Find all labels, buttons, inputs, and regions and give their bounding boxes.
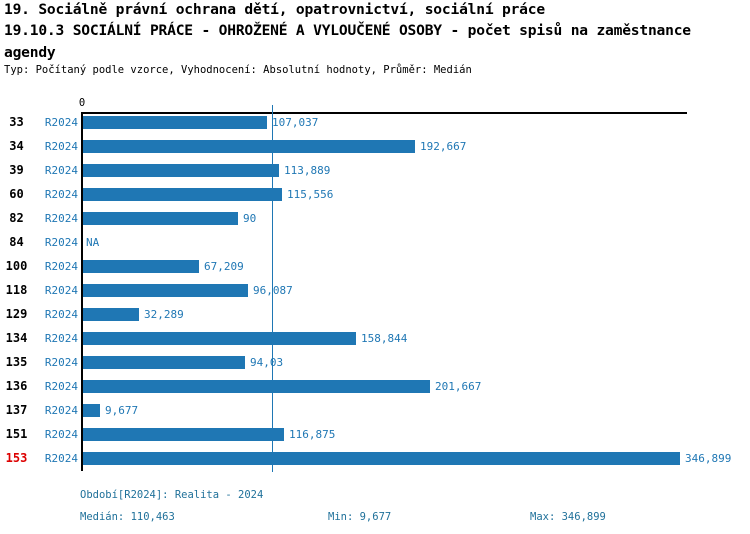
- y-axis-line: [81, 112, 83, 471]
- chart-row: 118 R2024 96,087: [0, 281, 750, 305]
- chart-row: 151 R2024 116,875: [0, 425, 750, 449]
- row-period-label: R2024: [44, 428, 78, 441]
- chart-row: 135 R2024 94,03: [0, 353, 750, 377]
- row-period-label: R2024: [44, 164, 78, 177]
- bar-value-label: 107,037: [272, 116, 319, 129]
- bar-value-label: 94,03: [250, 356, 284, 369]
- bar: [83, 260, 199, 273]
- row-category-label: 33: [9, 115, 24, 129]
- chart-row: 134 R2024 158,844: [0, 329, 750, 353]
- row-period-label: R2024: [44, 380, 78, 393]
- row-period-label: R2024: [44, 452, 78, 465]
- row-category-label: 151: [5, 427, 28, 441]
- row-period-label: R2024: [44, 236, 78, 249]
- bar: [83, 380, 430, 393]
- row-category-label: 34: [9, 139, 24, 153]
- bar: [83, 284, 248, 297]
- bar: [83, 308, 139, 321]
- bar-value-label: 9,677: [105, 404, 139, 417]
- row-period-label: R2024: [44, 332, 78, 345]
- chart-row: 84 R2024 NA: [0, 233, 750, 257]
- bar-value-label: 192,667: [420, 140, 467, 153]
- bar-value-label: 113,889: [284, 164, 331, 177]
- chart-row: 33 R2024 107,037: [0, 113, 750, 137]
- report-title-line1: 19. Sociálně právní ochrana dětí, opatro…: [4, 1, 545, 18]
- row-period-label: R2024: [44, 404, 78, 417]
- row-category-label: 39: [9, 163, 24, 177]
- footer-min-stat: Min: 9,677: [328, 511, 392, 523]
- row-period-label: R2024: [44, 116, 78, 129]
- chart-row: 34 R2024 192,667: [0, 137, 750, 161]
- bar-value-label: NA: [86, 236, 100, 249]
- bar-value-label: 67,209: [204, 260, 244, 273]
- x-axis-line: [81, 112, 687, 114]
- footer-max-stat: Max: 346,899: [530, 511, 606, 523]
- bar: [83, 332, 356, 345]
- bar: [83, 116, 267, 129]
- row-category-label: 118: [5, 283, 28, 297]
- bar: [83, 404, 100, 417]
- row-category-label: 82: [9, 211, 24, 225]
- bar-value-label: 346,899: [685, 452, 732, 465]
- bar-value-label: 32,289: [144, 308, 184, 321]
- row-category-label: 153: [5, 451, 28, 465]
- bar: [83, 140, 415, 153]
- median-line: [272, 105, 273, 472]
- chart-row: 129 R2024 32,289: [0, 305, 750, 329]
- footer-median-stat: Medián: 110,463: [80, 511, 175, 523]
- chart-row: 100 R2024 67,209: [0, 257, 750, 281]
- chart-row: 82 R2024 90: [0, 209, 750, 233]
- report-title-line3: agendy: [4, 44, 56, 61]
- bar-value-label: 115,556: [287, 188, 334, 201]
- chart-row: 137 R2024 9,677: [0, 401, 750, 425]
- row-period-label: R2024: [44, 356, 78, 369]
- bar: [83, 188, 282, 201]
- bar: [83, 212, 238, 225]
- row-period-label: R2024: [44, 284, 78, 297]
- row-period-label: R2024: [44, 140, 78, 153]
- row-period-label: R2024: [44, 308, 78, 321]
- row-category-label: 129: [5, 307, 28, 321]
- row-category-label: 60: [9, 187, 24, 201]
- row-category-label: 134: [5, 331, 28, 345]
- chart-row: 60 R2024 115,556: [0, 185, 750, 209]
- chart-rows: 33 R2024 107,037 34 R2024 192,667 39 R2024 113,8…: [0, 113, 750, 473]
- chart-row: 153 R2024 346,899: [0, 449, 750, 473]
- bar: [83, 164, 279, 177]
- bar-value-label: 201,667: [435, 380, 482, 393]
- bar-value-label: 116,875: [289, 428, 336, 441]
- row-category-label: 137: [5, 403, 28, 417]
- chart-row: 136 R2024 201,667: [0, 377, 750, 401]
- bar-value-label: 158,844: [361, 332, 408, 345]
- row-category-label: 135: [5, 355, 28, 369]
- bar-value-label: 90: [243, 212, 257, 225]
- row-period-label: R2024: [44, 212, 78, 225]
- report-title-line2: 19.10.3 SOCIÁLNÍ PRÁCE - OHROŽENÉ A VYLO…: [4, 22, 691, 39]
- bar: [83, 428, 284, 441]
- bar: [83, 356, 245, 369]
- x-axis-zero-tick-label: 0: [78, 97, 86, 109]
- row-category-label: 84: [9, 235, 24, 249]
- row-period-label: R2024: [44, 260, 78, 273]
- bar-value-label: 96,087: [253, 284, 293, 297]
- row-category-label: 136: [5, 379, 28, 393]
- footer-period-label: Období[R2024]: Realita - 2024: [80, 489, 264, 501]
- bar: [83, 452, 680, 465]
- row-category-label: 100: [5, 259, 28, 273]
- report-meta-line: Typ: Počítaný podle vzorce, Vyhodnocení:…: [4, 64, 472, 76]
- chart-row: 39 R2024 113,889: [0, 161, 750, 185]
- row-period-label: R2024: [44, 188, 78, 201]
